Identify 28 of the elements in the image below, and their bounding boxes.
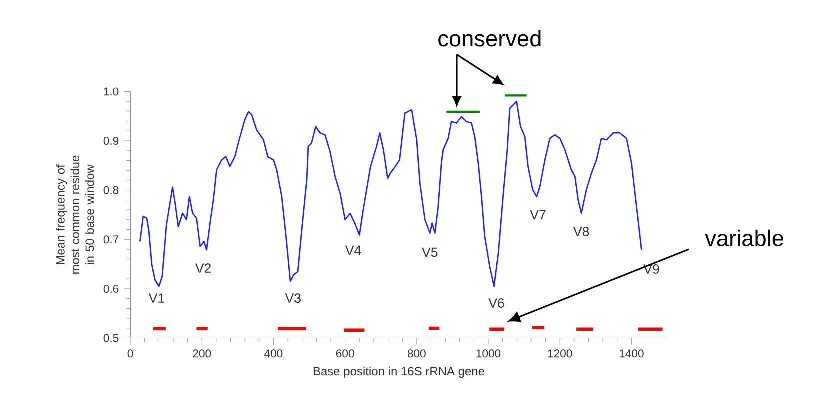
y-tick-label: 0.9 bbox=[104, 137, 119, 146]
x-tick-label: 200 bbox=[193, 350, 212, 358]
annotation: V1 bbox=[148, 294, 165, 303]
x-tick-label: 800 bbox=[408, 350, 426, 358]
annotation: V9 bbox=[644, 264, 660, 274]
text: variable bbox=[705, 230, 784, 247]
line-series bbox=[140, 100, 642, 288]
annotation: V8 bbox=[573, 227, 590, 236]
x-axis-title: Base position in 16S rRNA gene bbox=[314, 366, 484, 378]
y-tick-label: 0.7 bbox=[104, 236, 119, 244]
y-axis-title: Mean frequency of most common residue in 50 base window bbox=[56, 156, 94, 274]
y-tick-label: 1.0 bbox=[104, 88, 119, 96]
annotation: V3 bbox=[285, 294, 301, 304]
annotation: V6 bbox=[488, 298, 504, 308]
annotation: V4 bbox=[345, 246, 362, 256]
annotation: V7 bbox=[530, 210, 546, 220]
x-tick-label: 1400 bbox=[620, 350, 644, 358]
y-tick-label: 0.6 bbox=[104, 284, 119, 293]
x-tick-label: 1200 bbox=[548, 350, 572, 358]
x-tick-label: 1000 bbox=[476, 350, 501, 358]
x-tick-label: 400 bbox=[264, 350, 283, 358]
x-tick-label: 600 bbox=[336, 350, 354, 358]
text: conserved bbox=[438, 30, 541, 47]
y-tick-label: 0.5 bbox=[104, 334, 119, 342]
annotation: V5 bbox=[422, 248, 438, 258]
x-tick-label: 0 bbox=[128, 350, 134, 358]
y-tick-label: 0.8 bbox=[104, 186, 119, 194]
annotation: V2 bbox=[195, 264, 212, 273]
